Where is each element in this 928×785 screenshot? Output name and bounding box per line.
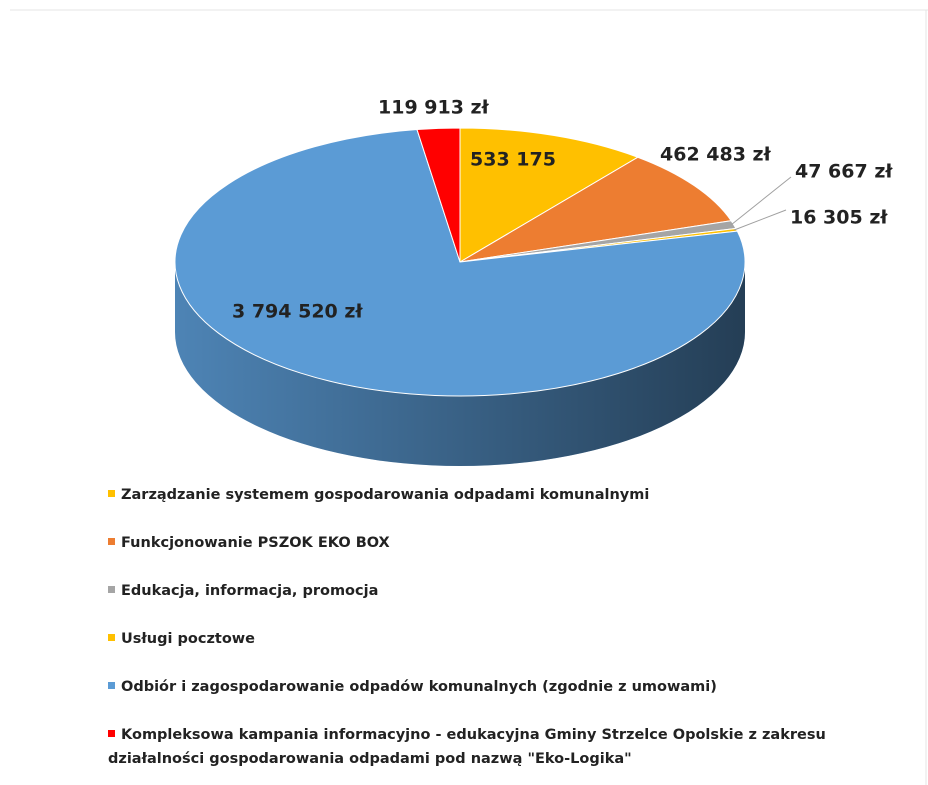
data-label: 462 483 zł <box>660 144 772 166</box>
legend-item: Usługi pocztowe <box>108 627 868 651</box>
slice <box>459 156 733 263</box>
data-label: 533 175 <box>470 149 556 171</box>
legend-swatch <box>108 538 115 545</box>
data-label: 119 913 zł <box>378 97 490 119</box>
legend-item: Funkcjonowanie PSZOK EKO BOX <box>108 531 868 555</box>
legend-item: Odbiór i zagospodarowanie odpadów komuna… <box>108 675 868 699</box>
slice-shade <box>175 262 745 466</box>
leader-line <box>730 176 792 226</box>
legend-label: Funkcjonowanie PSZOK EKO BOX <box>121 535 390 551</box>
legend-swatch <box>108 586 115 593</box>
legend-swatch <box>108 682 115 689</box>
slice <box>416 127 461 263</box>
legend-swatch <box>108 634 115 641</box>
data-label: 16 305 zł <box>790 207 888 229</box>
slice <box>459 127 639 263</box>
data-label: 47 667 zł <box>795 161 893 183</box>
data-label: 3 794 520 zł <box>232 301 363 323</box>
legend-label: Kompleksowa kampania informacyjno - eduk… <box>108 727 826 767</box>
legend-item: Edukacja, informacja, promocja <box>108 579 868 603</box>
legend-label: Edukacja, informacja, promocja <box>121 583 379 599</box>
legend-label: Zarządzanie systemem gospodarowania odpa… <box>121 487 650 503</box>
legend-swatch <box>108 490 115 497</box>
slice <box>174 129 746 397</box>
leader-line <box>733 209 787 231</box>
legend-item: Zarządzanie systemem gospodarowania odpa… <box>108 483 868 507</box>
legend-item: Kompleksowa kampania informacyjno - eduk… <box>108 723 868 771</box>
legend-label: Usługi pocztowe <box>121 631 256 647</box>
legend-swatch <box>108 730 115 737</box>
legend-label: Odbiór i zagospodarowanie odpadów komuna… <box>121 679 717 695</box>
